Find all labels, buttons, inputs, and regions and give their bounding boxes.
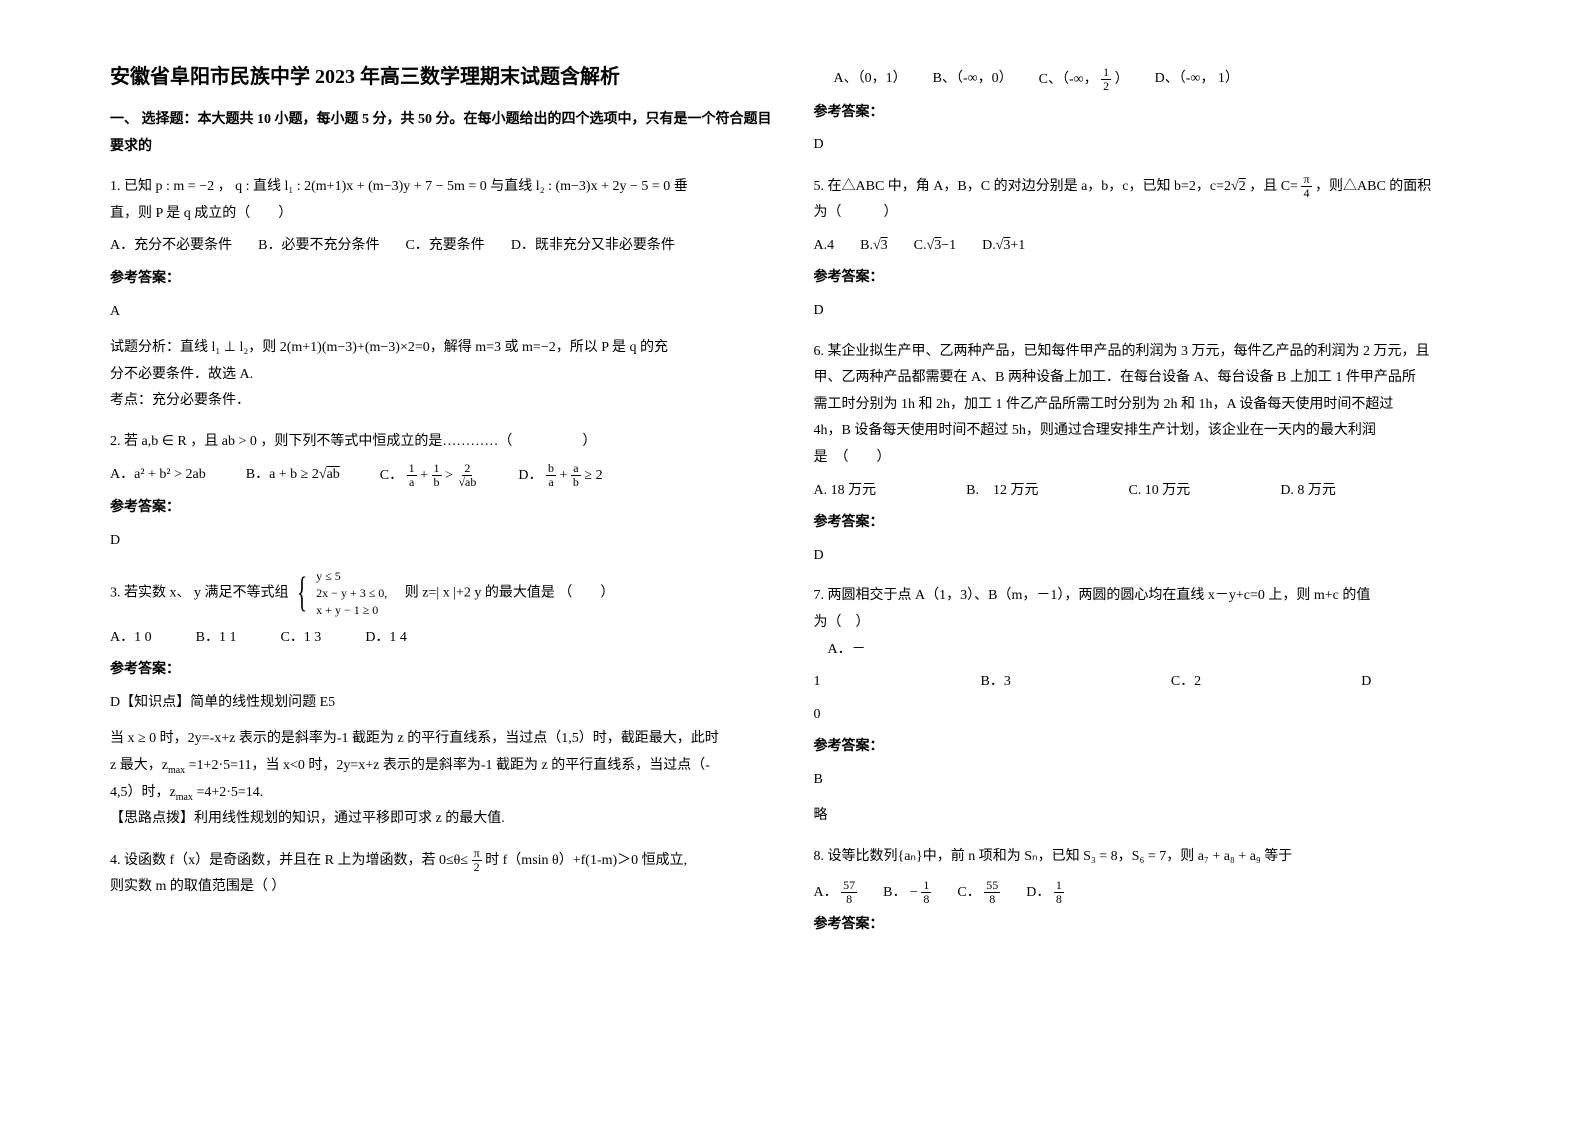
- q7-l1: 7. 两圆相交于点 A（1，3）、B（m，－1），两圆的圆心均在直线 x－y+c…: [814, 583, 1478, 610]
- question-1: 1. 已知 p : m = −2 ， q : 直线 l₁ : 2(m+1)x +…: [110, 174, 774, 415]
- q4-opt-d: D、（-∞， 1）: [1155, 66, 1239, 94]
- q2-opt-c: C． 1a + 1b > 2√ab: [380, 462, 479, 490]
- left-column: 安徽省阜阳市民族中学 2023 年高三数学理期末试题含解析 一、 选择题：本大题…: [90, 60, 794, 1062]
- q6-opt-c: C. 10 万元: [1128, 478, 1190, 505]
- brace-icon: {: [297, 575, 307, 613]
- q3-options: A．1 0 B．1 1 C．1 3 D．1 4: [110, 625, 774, 652]
- q4-options: A、（0，1） B、（-∞，0） C、（-∞， 12 ） D、（-∞， 1）: [834, 66, 1478, 94]
- q8-opt-b: B． − 18: [883, 879, 931, 907]
- q2-opt-d: D． ba + ab ≥ 2: [518, 462, 602, 490]
- q4-line2: 则实数 m 的取值范围是（ ）: [110, 874, 774, 901]
- q2-ans-label: 参考答案：: [110, 495, 774, 522]
- q4-opt-c: C、（-∞， 12 ）: [1039, 66, 1129, 94]
- q7-l2: 为（ ）: [814, 610, 1478, 637]
- right-column: A、（0，1） B、（-∞，0） C、（-∞， 12 ） D、（-∞， 1） 参…: [794, 60, 1498, 1062]
- question-7: 7. 两圆相交于点 A（1，3）、B（m，－1），两圆的圆心均在直线 x－y+c…: [814, 583, 1478, 830]
- q5-ans: D: [814, 298, 1478, 325]
- q1-opt-d: D．既非充分又非必要条件: [511, 233, 675, 260]
- q4-opt-a: A、（0，1）: [834, 66, 907, 94]
- q3-opt-d: D．1 4: [365, 625, 407, 652]
- q5-opt-c: C.√3−1: [914, 233, 956, 260]
- question-6: 6. 某企业拟生产甲、乙两种产品，已知每件甲产品的利润为 3 万元，每件乙产品的…: [814, 339, 1478, 570]
- question-8: 8. 设等比数列{aₙ}中，前 n 项和为 Sₙ，已知 S₃ = 8，S₆ = …: [814, 844, 1478, 939]
- question-2: 2. 若 a,b ∈ R ，且 ab > 0 ，则下列不等式中恒成立的是……………: [110, 429, 774, 554]
- q1-expl-1: 试题分析：直线 l₁ ⊥ l₂，则 2(m+1)(m−3)+(m−3)×2=0，…: [110, 335, 774, 362]
- q1-ans-label: 参考答案：: [110, 266, 774, 293]
- q3-stem: 3. 若实数 x、 y 满足不等式组 { y ≤ 5 2x − y + 3 ≤ …: [110, 568, 774, 618]
- q7-omit: 略: [814, 803, 1478, 830]
- q6-options: A. 18 万元 B. 12 万元 C. 10 万元 D. 8 万元: [814, 478, 1478, 505]
- question-3: 3. 若实数 x、 y 满足不等式组 { y ≤ 5 2x − y + 3 ≤ …: [110, 568, 774, 833]
- q2-stem: 2. 若 a,b ∈ R ，且 ab > 0 ，则下列不等式中恒成立的是……………: [110, 429, 774, 456]
- q7-options: 1 B．3 C．2 D: [814, 669, 1478, 696]
- q3-opt-b: B．1 1: [196, 625, 237, 652]
- q2-opt-a: A．a² + b² > 2ab: [110, 462, 206, 490]
- q1-opt-c: C．充要条件: [405, 233, 484, 260]
- q4-opt-b: B、（-∞，0）: [933, 66, 1013, 94]
- q3-ans-label: 参考答案：: [110, 657, 774, 684]
- q3-system: { y ≤ 5 2x − y + 3 ≤ 0, x + y − 1 ≥ 0: [292, 568, 387, 618]
- question-5: 5. 在△ABC 中，角 A，B，C 的对边分别是 a，b，c，已知 b=2，c…: [814, 173, 1478, 325]
- q6-opt-b: B. 12 万元: [966, 478, 1038, 505]
- doc-title: 安徽省阜阳市民族中学 2023 年高三数学理期末试题含解析: [110, 60, 774, 89]
- q6-l4: 4h，B 设备每天使用时间不超过 5h，则通过合理安排生产计划，该企业在一天内的…: [814, 418, 1478, 445]
- q1-opt-b: B．必要不充分条件: [258, 233, 379, 260]
- q7-opt-c: C．2: [1171, 669, 1201, 696]
- q5-opt-d: D.√3+1: [982, 233, 1025, 260]
- q7-opt-a1: A．－: [814, 637, 1478, 664]
- q6-l3: 需工时分别为 1h 和 2h，加工 1 件乙产品所需工时分别为 2h 和 1h，…: [814, 392, 1478, 419]
- q1-expl-3: 考点：充分必要条件．: [110, 388, 774, 415]
- q6-ans: D: [814, 543, 1478, 570]
- q1-ans: A: [110, 299, 774, 326]
- q7-opt-d2: 0: [814, 702, 1478, 729]
- q1-options: A．充分不必要条件 B．必要不充分条件 C．充要条件 D．既非充分又非必要条件: [110, 233, 774, 260]
- q6-ans-label: 参考答案：: [814, 510, 1478, 537]
- q4-line1: 4. 设函数 f（x）是奇函数，并且在 R 上为增函数，若 0≤θ≤ π2 时 …: [110, 847, 774, 875]
- q6-l2: 甲、乙两种产品都需要在 A、B 两种设备上加工．在每台设备 A、每台设备 B 上…: [814, 365, 1478, 392]
- q1-opt-a: A．充分不必要条件: [110, 233, 232, 260]
- q6-l5: 是 （ ）: [814, 445, 1478, 472]
- q3-opt-a: A．1 0: [110, 625, 152, 652]
- q5-opt-a: A.4: [814, 233, 835, 260]
- q1-stem-b: 直，则 P 是 q 成立的（ ）: [110, 201, 774, 228]
- q8-opt-d: D． 18: [1026, 879, 1064, 907]
- section-1-head: 一、 选择题：本大题共 10 小题，每小题 5 分，共 50 分。在每小题给出的…: [110, 107, 774, 160]
- q5-stem-d: 为（ ）: [814, 200, 1478, 227]
- q5-ans-label: 参考答案：: [814, 265, 1478, 292]
- q6-l1: 6. 某企业拟生产甲、乙两种产品，已知每件甲产品的利润为 3 万元，每件乙产品的…: [814, 339, 1478, 366]
- q6-opt-a: A. 18 万元: [814, 478, 877, 505]
- q3-e1: 当 x ≥ 0 时，2y=-x+z 表示的是斜率为-1 截距为 z 的平行直线系…: [110, 726, 774, 753]
- q7-ans-label: 参考答案：: [814, 734, 1478, 761]
- q2-ans: D: [110, 528, 774, 555]
- q4-ans: D: [814, 132, 1478, 159]
- q6-opt-d: D. 8 万元: [1280, 478, 1336, 505]
- q5-opt-b: B.√3: [860, 233, 888, 260]
- q5-options: A.4 B.√3 C.√3−1 D.√3+1: [814, 233, 1478, 260]
- q8-opt-a: A． 578: [814, 879, 858, 907]
- q8-opt-c: C． 558: [957, 879, 1000, 907]
- q5-stem: 5. 在△ABC 中，角 A，B，C 的对边分别是 a，b，c，已知 b=2，c…: [814, 173, 1478, 201]
- q7-ans: B: [814, 767, 1478, 794]
- q8-stem: 8. 设等比数列{aₙ}中，前 n 项和为 Sₙ，已知 S₃ = 8，S₆ = …: [814, 844, 1478, 871]
- q8-ans-label: 参考答案：: [814, 912, 1478, 939]
- q3-e2: z 最大，zmax =1+2·5=11，当 x<0 时，2y=x+z 表示的是斜…: [110, 753, 774, 780]
- q7-opt-a2: 1: [814, 669, 821, 696]
- q3-e4: 【思路点拨】利用线性规划的知识，通过平移即可求 z 的最大值.: [110, 806, 774, 833]
- q2-options: A．a² + b² > 2ab B．a + b ≥ 2√ab C． 1a + 1…: [110, 462, 774, 490]
- q3-opt-c: C．1 3: [280, 625, 321, 652]
- q1-stem-a: 1. 已知 p : m = −2 ， q : 直线 l₁ : 2(m+1)x +…: [110, 174, 774, 201]
- q7-opt-d: D: [1361, 669, 1371, 696]
- q1-expl-2: 分不必要条件．故选 A.: [110, 362, 774, 389]
- question-4-opts: A、（0，1） B、（-∞，0） C、（-∞， 12 ） D、（-∞， 1） 参…: [814, 66, 1478, 159]
- q2-opt-b: B．a + b ≥ 2√ab: [246, 462, 340, 490]
- q7-opt-b: B．3: [981, 669, 1011, 696]
- q4-ans-label: 参考答案：: [814, 100, 1478, 127]
- q3-ans: D【知识点】简单的线性规划问题 E5: [110, 690, 774, 717]
- question-4-stem: 4. 设函数 f（x）是奇函数，并且在 R 上为增函数，若 0≤θ≤ π2 时 …: [110, 847, 774, 901]
- q3-e3: 4,5）时，zmax =4+2·5=14.: [110, 780, 774, 807]
- q8-options: A． 578 B． − 18 C． 558 D． 18: [814, 879, 1478, 907]
